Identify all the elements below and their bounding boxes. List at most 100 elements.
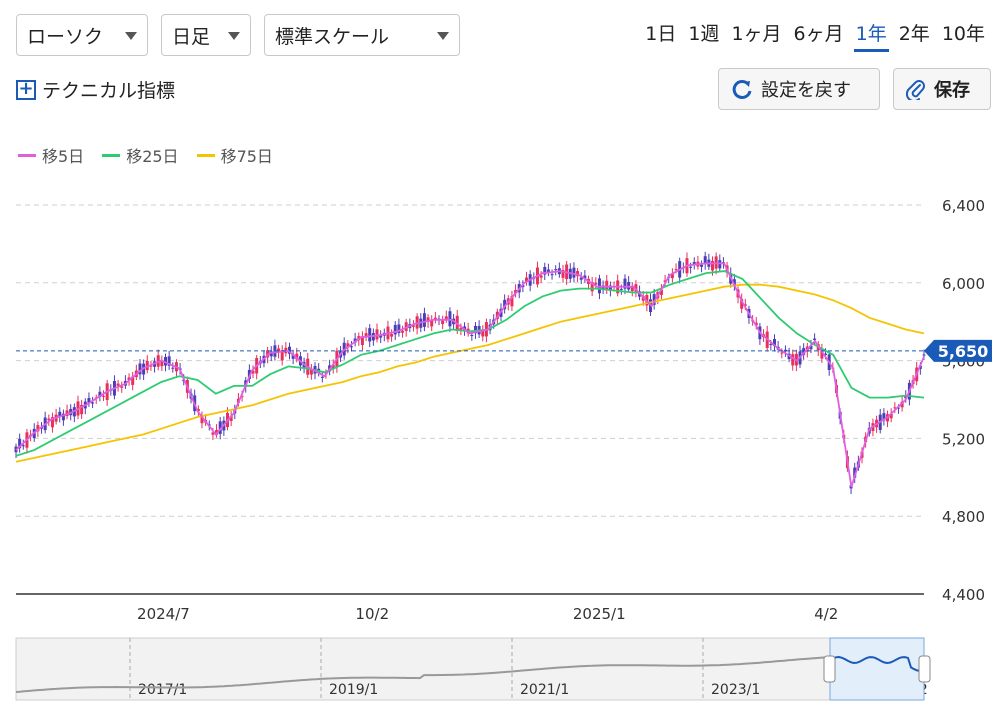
- interval-label: 日足: [172, 25, 211, 48]
- candle-body: [754, 322, 758, 326]
- candle-body: [561, 269, 565, 278]
- candle-body: [904, 395, 908, 399]
- legend-item-ma5: 移5日: [18, 143, 84, 167]
- candle-body: [623, 278, 627, 289]
- candle-body: [131, 376, 135, 385]
- candle-body: [364, 333, 368, 338]
- chart-legend: 移5日 移25日 移75日: [18, 143, 273, 167]
- candle-body: [459, 327, 463, 330]
- candle-body: [397, 324, 401, 334]
- candle-body: [200, 416, 204, 424]
- candle-body: [689, 266, 693, 268]
- x-tick-label: 10/2: [355, 605, 389, 623]
- candle-body: [503, 299, 507, 310]
- navigator-tick-label: 2023/1: [711, 682, 760, 698]
- candle-body: [426, 317, 430, 323]
- navigator-handle-left: [823, 655, 836, 683]
- candle-body: [700, 264, 704, 267]
- candle-body: [802, 348, 806, 355]
- scale-select[interactable]: 標準スケール: [264, 14, 460, 56]
- candle-body: [422, 313, 426, 327]
- candle-body: [320, 376, 324, 378]
- navigator-tick-label: 2019/1: [329, 682, 378, 698]
- technical-indicator-label: テクニカル指標: [42, 80, 176, 102]
- navigator-selection: [829, 637, 925, 701]
- candle-body: [692, 261, 696, 265]
- candle-body: [61, 413, 65, 421]
- candle-body: [36, 425, 40, 432]
- candle-body: [670, 273, 674, 279]
- price-chart[interactable]: 6,4006,0005,6005,2004,8004,4002024/710/2…: [0, 180, 1005, 630]
- y-tick-label: 6,400: [942, 197, 985, 215]
- candle-body: [251, 370, 255, 374]
- save-button[interactable]: 保存: [893, 68, 991, 110]
- candle-body: [295, 353, 299, 360]
- candle-body: [50, 417, 54, 428]
- legend-label: 移25日: [126, 147, 179, 166]
- interval-select[interactable]: 日足: [161, 14, 251, 56]
- candle-body: [120, 386, 124, 388]
- candle-body: [619, 288, 623, 290]
- series-line-ma75: [15, 283, 925, 463]
- chart-type-label: ローソク: [27, 25, 104, 48]
- candle-body: [627, 281, 631, 290]
- tab-period-1m[interactable]: 1ヶ月: [731, 23, 782, 45]
- candle-body: [893, 407, 897, 409]
- candle-body: [809, 345, 813, 350]
- tab-period-1w[interactable]: 1週: [688, 23, 720, 45]
- plus-icon: +: [16, 79, 36, 100]
- tab-period-2y[interactable]: 2年: [898, 23, 930, 45]
- legend-swatch: [18, 153, 36, 157]
- candle-body: [732, 279, 736, 287]
- y-tick-label: 6,000: [942, 275, 985, 293]
- reset-settings-button[interactable]: 設定を戻す: [718, 68, 880, 110]
- navigator-history-line: [15, 656, 829, 693]
- candle-body: [441, 320, 445, 325]
- candle-body: [80, 404, 84, 415]
- candle-body: [433, 317, 437, 320]
- candle-body: [291, 354, 295, 359]
- candle-body: [674, 269, 678, 271]
- candle-body: [554, 269, 558, 271]
- candle-body: [160, 360, 164, 367]
- tab-period-1d[interactable]: 1日: [645, 23, 677, 45]
- candle-body: [470, 335, 474, 337]
- tab-period-6m[interactable]: 6ヶ月: [793, 23, 844, 45]
- candle-body: [900, 401, 904, 408]
- x-tick-label: 2024/7: [137, 605, 190, 623]
- legend-label: 移75日: [220, 147, 273, 166]
- candle-body: [218, 421, 222, 434]
- candle-body: [510, 296, 514, 307]
- x-tick-label: 2025/1: [573, 605, 626, 623]
- candle-body: [882, 413, 886, 421]
- period-tabs: 1日 1週 1ヶ月 6ヶ月 1年 2年 10年: [639, 20, 991, 52]
- candle-body: [769, 344, 773, 346]
- candle-body: [820, 349, 824, 359]
- candle-body: [780, 352, 784, 354]
- candle-body: [401, 330, 405, 333]
- legend-label: 移5日: [42, 147, 85, 166]
- candle-body: [211, 432, 215, 435]
- candle-body: [546, 269, 550, 273]
- tab-period-10y[interactable]: 10年: [941, 23, 985, 45]
- chart-type-select[interactable]: ローソク: [16, 14, 148, 56]
- candle-body: [444, 316, 448, 320]
- candle-body: [539, 275, 543, 278]
- candle-body: [783, 349, 787, 352]
- candle-body: [853, 467, 857, 478]
- candle-body: [889, 413, 893, 419]
- tab-period-1y[interactable]: 1年: [850, 20, 893, 52]
- candle-body: [240, 395, 244, 397]
- candle-body: [349, 346, 353, 348]
- candle-body: [550, 274, 554, 276]
- technical-indicator-button[interactable]: + テクニカル指標: [16, 76, 175, 103]
- candle-body: [572, 267, 576, 278]
- candle-body: [269, 351, 273, 357]
- current-price-tag: [924, 339, 992, 362]
- candle-body: [430, 320, 434, 327]
- candle-body: [583, 275, 587, 279]
- legend-item-ma75: 移75日: [196, 143, 273, 167]
- candle-body: [579, 277, 583, 280]
- chevron-down-icon: [125, 32, 137, 40]
